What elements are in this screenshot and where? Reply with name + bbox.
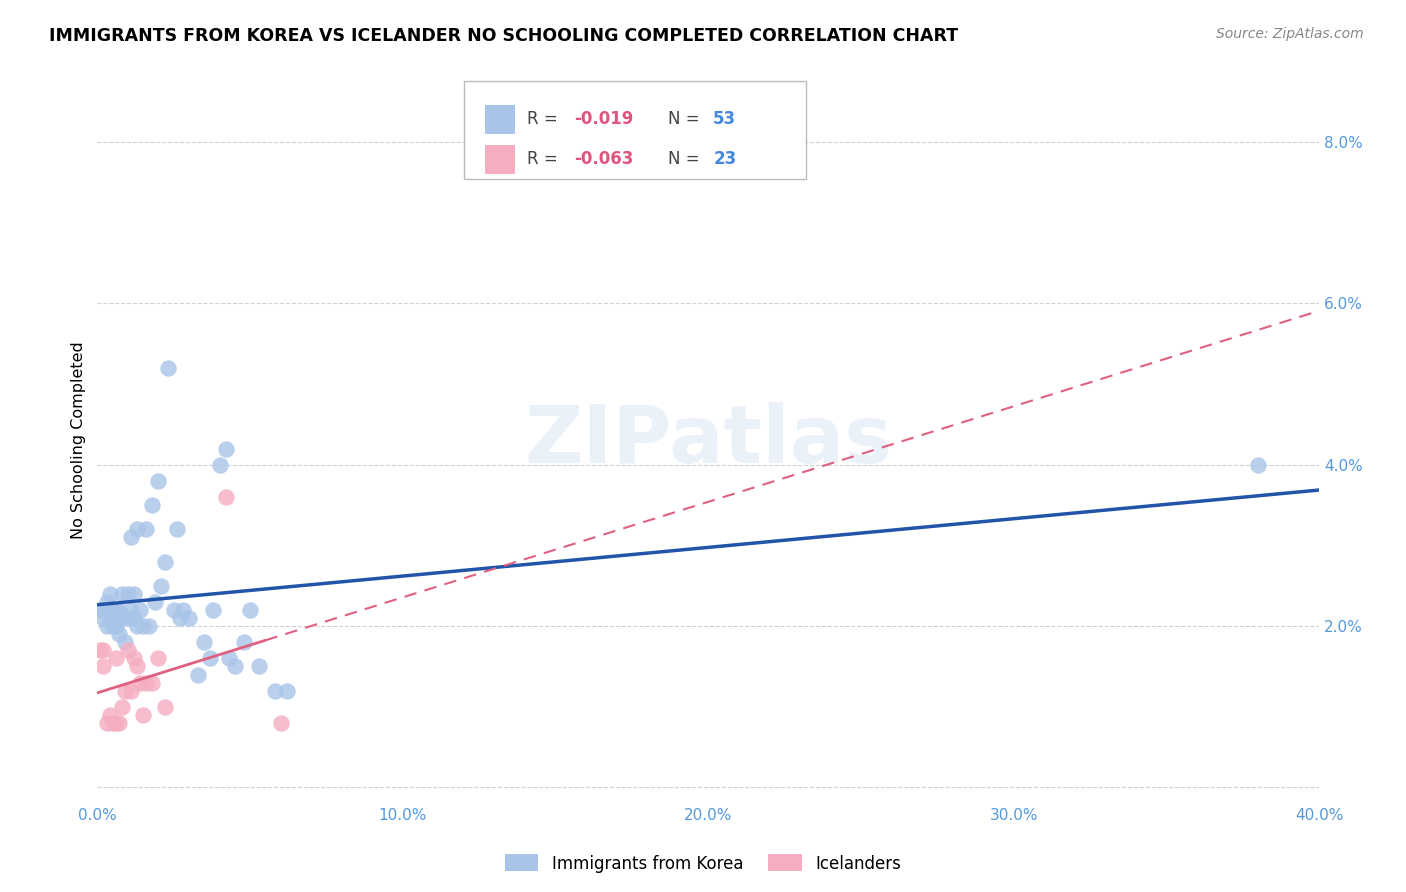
Point: [156, 360, 179, 375]
Point: [132, 707, 155, 722]
Point: [208, 458, 231, 472]
Point: [193, 635, 215, 649]
Bar: [485, 104, 515, 134]
Point: [1247, 458, 1270, 472]
Point: [120, 603, 142, 617]
Point: [247, 659, 270, 673]
Point: [96, 619, 118, 633]
Text: -0.063: -0.063: [574, 150, 633, 168]
Point: [263, 683, 285, 698]
Y-axis label: No Schooling Completed: No Schooling Completed: [72, 342, 86, 540]
Point: [218, 651, 240, 665]
Point: [120, 530, 142, 544]
Point: [138, 619, 160, 633]
Point: [200, 651, 222, 665]
Text: N =: N =: [668, 150, 704, 168]
Point: [93, 603, 115, 617]
Point: [114, 635, 136, 649]
Point: [233, 635, 256, 649]
Point: [135, 522, 157, 536]
Point: [104, 619, 127, 633]
Point: [125, 522, 148, 536]
Point: [129, 603, 152, 617]
Point: [96, 715, 118, 730]
Point: [270, 715, 292, 730]
Point: [214, 490, 236, 504]
Point: [98, 603, 121, 617]
Text: R =: R =: [527, 111, 564, 128]
Point: [96, 595, 118, 609]
Point: [132, 619, 155, 633]
Point: [276, 683, 298, 698]
Text: IMMIGRANTS FROM KOREA VS ICELANDER NO SCHOOLING COMPLETED CORRELATION CHART: IMMIGRANTS FROM KOREA VS ICELANDER NO SC…: [49, 27, 959, 45]
Point: [98, 707, 121, 722]
Point: [122, 651, 145, 665]
Point: [166, 522, 188, 536]
Text: ZIPatlas: ZIPatlas: [524, 401, 893, 480]
Legend: Immigrants from Korea, Icelanders: Immigrants from Korea, Icelanders: [499, 847, 907, 880]
Point: [177, 611, 200, 625]
Point: [89, 603, 111, 617]
Point: [169, 611, 191, 625]
Point: [187, 667, 209, 681]
Point: [101, 619, 124, 633]
Point: [114, 683, 136, 698]
Point: [153, 699, 176, 714]
Point: [117, 611, 139, 625]
Point: [98, 587, 121, 601]
Text: 23: 23: [713, 150, 737, 168]
Point: [172, 603, 194, 617]
Bar: [485, 145, 515, 174]
Point: [148, 474, 170, 488]
Point: [111, 587, 134, 601]
Point: [153, 555, 176, 569]
Point: [125, 659, 148, 673]
Point: [141, 498, 163, 512]
Point: [107, 603, 129, 617]
FancyBboxPatch shape: [464, 81, 806, 179]
Point: [104, 715, 127, 730]
Point: [101, 603, 124, 617]
Point: [117, 643, 139, 657]
Point: [122, 587, 145, 601]
Point: [202, 603, 225, 617]
Point: [107, 627, 129, 641]
Text: 53: 53: [713, 111, 737, 128]
Point: [93, 659, 115, 673]
Point: [89, 643, 111, 657]
Point: [135, 675, 157, 690]
Point: [117, 587, 139, 601]
Point: [239, 603, 262, 617]
Point: [93, 643, 115, 657]
Point: [214, 442, 236, 456]
Point: [111, 699, 134, 714]
Point: [122, 611, 145, 625]
Text: R =: R =: [527, 150, 564, 168]
Point: [145, 595, 167, 609]
Point: [163, 603, 186, 617]
Text: -0.019: -0.019: [574, 111, 633, 128]
Point: [93, 611, 115, 625]
Point: [104, 651, 127, 665]
Point: [107, 715, 129, 730]
Point: [129, 675, 152, 690]
Point: [125, 619, 148, 633]
Point: [224, 659, 246, 673]
Point: [101, 715, 124, 730]
Point: [148, 651, 170, 665]
Point: [104, 603, 127, 617]
Point: [111, 611, 134, 625]
Text: Source: ZipAtlas.com: Source: ZipAtlas.com: [1216, 27, 1364, 41]
Text: N =: N =: [668, 111, 704, 128]
Point: [141, 675, 163, 690]
Point: [120, 683, 142, 698]
Point: [150, 579, 173, 593]
